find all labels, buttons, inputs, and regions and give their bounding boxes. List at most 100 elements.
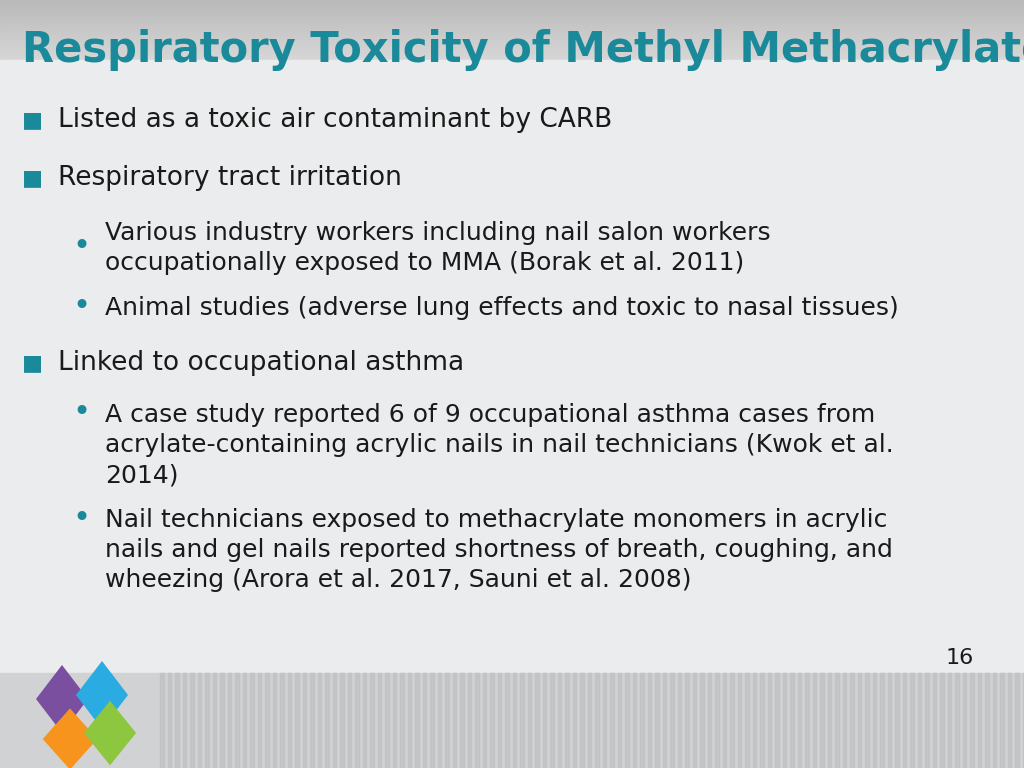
Text: Linked to occupational asthma: Linked to occupational asthma <box>58 350 464 376</box>
Bar <box>0 59 1024 60</box>
Bar <box>918 673 921 768</box>
Bar <box>723 673 726 768</box>
Bar <box>317 673 321 768</box>
Bar <box>168 673 171 768</box>
Bar <box>0 12 1024 13</box>
Bar <box>0 57 1024 58</box>
Bar <box>798 673 801 768</box>
Bar <box>0 0 1024 1</box>
Bar <box>0 25 1024 26</box>
Bar <box>655 673 658 768</box>
Bar <box>925 673 929 768</box>
Bar <box>453 673 456 768</box>
Bar <box>0 34 1024 35</box>
Bar <box>198 673 201 768</box>
Bar <box>827 673 831 768</box>
Bar <box>0 14 1024 15</box>
Bar <box>0 47 1024 48</box>
Bar <box>888 673 891 768</box>
Bar <box>535 673 539 768</box>
Bar <box>580 673 584 768</box>
Bar <box>0 23 1024 24</box>
Bar <box>640 673 643 768</box>
Bar <box>0 48 1024 49</box>
Bar <box>610 673 613 768</box>
Bar <box>0 673 1024 768</box>
Bar <box>243 673 246 768</box>
Bar <box>805 673 809 768</box>
Bar <box>370 673 374 768</box>
Text: Respiratory tract irritation: Respiratory tract irritation <box>58 165 401 191</box>
Text: Animal studies (adverse lung effects and toxic to nasal tissues): Animal studies (adverse lung effects and… <box>105 296 899 320</box>
Bar <box>0 9 1024 10</box>
Bar <box>0 18 1024 19</box>
Bar <box>940 673 943 768</box>
Bar <box>0 39 1024 40</box>
Bar <box>498 673 501 768</box>
Bar <box>0 54 1024 55</box>
Bar <box>190 673 194 768</box>
Bar <box>0 50 1024 51</box>
Bar <box>933 673 936 768</box>
Text: •: • <box>72 231 90 260</box>
Text: nails and gel nails reported shortness of breath, coughing, and: nails and gel nails reported shortness o… <box>105 538 893 562</box>
Text: ■: ■ <box>22 168 43 188</box>
Bar <box>0 51 1024 52</box>
Bar <box>227 673 231 768</box>
Bar <box>0 35 1024 36</box>
Bar <box>782 673 786 768</box>
Polygon shape <box>76 661 128 729</box>
Bar <box>400 673 403 768</box>
Bar <box>895 673 898 768</box>
Bar <box>468 673 471 768</box>
Bar <box>0 56 1024 57</box>
Bar <box>790 673 794 768</box>
Text: ■: ■ <box>22 353 43 373</box>
Text: •: • <box>72 292 90 320</box>
Bar <box>543 673 546 768</box>
Bar <box>700 673 703 768</box>
Bar <box>175 673 178 768</box>
Bar <box>775 673 778 768</box>
Bar <box>257 673 261 768</box>
Bar <box>505 673 509 768</box>
Bar <box>0 52 1024 53</box>
Bar <box>0 16 1024 17</box>
Text: •: • <box>72 504 90 532</box>
Bar <box>0 44 1024 45</box>
Bar <box>475 673 478 768</box>
Bar <box>302 673 306 768</box>
Bar <box>678 673 681 768</box>
Bar <box>295 673 299 768</box>
Bar <box>0 36 1024 37</box>
Bar <box>385 673 388 768</box>
Bar <box>0 4 1024 5</box>
Bar <box>0 10 1024 11</box>
Bar <box>347 673 351 768</box>
Bar <box>0 41 1024 42</box>
Bar <box>753 673 756 768</box>
Bar <box>512 673 516 768</box>
Bar <box>0 37 1024 38</box>
Bar <box>0 21 1024 22</box>
Bar <box>0 40 1024 41</box>
Bar <box>647 673 651 768</box>
Bar <box>730 673 733 768</box>
Bar <box>392 673 396 768</box>
Bar <box>0 31 1024 32</box>
Bar <box>0 58 1024 59</box>
Bar <box>0 1 1024 2</box>
Bar <box>812 673 816 768</box>
Bar <box>0 7 1024 8</box>
Bar <box>947 673 951 768</box>
Bar <box>850 673 853 768</box>
Text: ■: ■ <box>22 110 43 130</box>
Text: wheezing (Arora et al. 2017, Sauni et al. 2008): wheezing (Arora et al. 2017, Sauni et al… <box>105 568 691 592</box>
Bar <box>408 673 411 768</box>
Bar <box>437 673 441 768</box>
Bar <box>880 673 884 768</box>
Bar <box>692 673 696 768</box>
Text: Listed as a toxic air contaminant by CARB: Listed as a toxic air contaminant by CAR… <box>58 107 612 133</box>
Bar <box>745 673 749 768</box>
Polygon shape <box>43 708 97 768</box>
